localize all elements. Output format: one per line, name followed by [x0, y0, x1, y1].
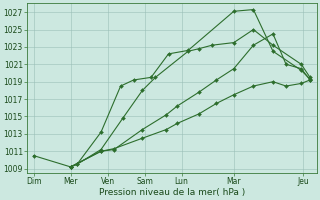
X-axis label: Pression niveau de la mer( hPa ): Pression niveau de la mer( hPa ) — [99, 188, 245, 197]
